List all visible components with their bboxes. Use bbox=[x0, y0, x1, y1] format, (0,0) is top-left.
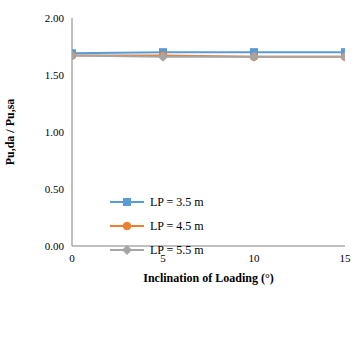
svg-text:Pu,da / Pu,sa: Pu,da / Pu,sa bbox=[8, 99, 17, 166]
svg-text:10: 10 bbox=[249, 252, 261, 264]
svg-text:0.50: 0.50 bbox=[45, 183, 65, 195]
svg-text:2.00: 2.00 bbox=[45, 12, 65, 24]
svg-text:1.50: 1.50 bbox=[45, 69, 65, 81]
svg-text:0.00: 0.00 bbox=[45, 240, 65, 252]
svg-text:1.00: 1.00 bbox=[45, 126, 65, 138]
svg-text:Inclination of Loading (°): Inclination of Loading (°) bbox=[143, 271, 274, 285]
svg-text:15: 15 bbox=[340, 252, 352, 264]
svg-text:5: 5 bbox=[160, 252, 166, 264]
svg-text:0: 0 bbox=[69, 252, 75, 264]
